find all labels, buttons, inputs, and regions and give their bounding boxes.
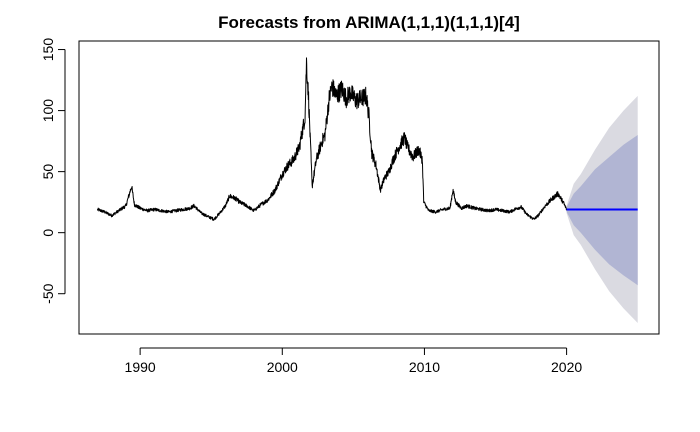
y-tick-label: -50: [40, 283, 56, 303]
history-line: [97, 57, 568, 221]
plot-frame: [78, 40, 660, 335]
x-tick-label: 2020: [551, 359, 582, 375]
y-axis: -50 0 50 100 150: [40, 38, 66, 304]
y-tick-label: 0: [40, 229, 56, 237]
x-tick-label: 2000: [267, 359, 298, 375]
x-tick-label: 1990: [125, 359, 156, 375]
x-tick-label: 2010: [409, 359, 440, 375]
y-tick-label: 150: [40, 38, 56, 62]
y-tick-label: 100: [40, 99, 56, 123]
history-series: [97, 57, 568, 221]
x-axis: 1990 2000 2010 2020: [125, 347, 582, 375]
y-tick-label: 50: [40, 164, 56, 180]
chart-title: Forecasts from ARIMA(1,1,1)(1,1,1)[4]: [218, 13, 520, 32]
